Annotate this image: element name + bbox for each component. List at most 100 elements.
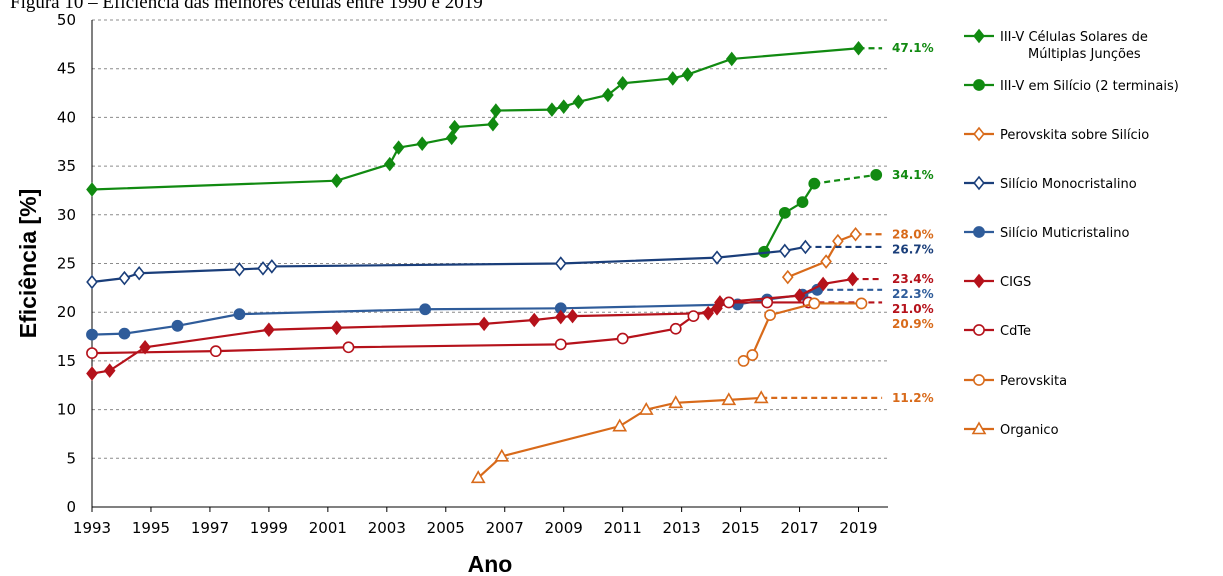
end-value-label: 11.2%	[892, 391, 934, 405]
data-point	[737, 354, 750, 367]
x-tick-label: 1999	[250, 519, 288, 537]
data-point	[849, 226, 862, 242]
data-point	[761, 296, 774, 309]
data-point	[711, 250, 723, 265]
legend-entry: CIGS	[964, 273, 1031, 290]
data-point	[764, 309, 776, 322]
data-point	[448, 119, 461, 135]
x-tick-label: 2019	[839, 519, 877, 537]
data-point	[487, 116, 499, 132]
y-tick-label: 35	[57, 157, 76, 175]
legend-entry: Silício Monocristalino	[964, 175, 1137, 192]
data-point	[722, 296, 735, 309]
end-labels: 47.1% 34.1% 28.0%26.7% 22.3%23.4% 21.0%20.9%…	[892, 41, 934, 405]
data-point	[714, 295, 726, 310]
data-point	[799, 239, 812, 255]
data-point	[416, 136, 429, 151]
x-tick-label: 2003	[368, 519, 406, 537]
x-axis-title: Ano	[468, 551, 513, 576]
x-tick-label: 2009	[545, 519, 583, 537]
data-point	[494, 448, 510, 462]
x-tick-label: 2015	[721, 519, 759, 537]
data-point	[668, 395, 684, 409]
data-point	[687, 310, 700, 322]
legend-entry: Silício Muticristalino	[964, 226, 1130, 241]
data-point	[86, 366, 98, 381]
axes	[91, 20, 888, 512]
data-point	[118, 327, 131, 340]
data-point	[233, 262, 246, 277]
data-point	[572, 94, 585, 110]
data-point	[209, 345, 222, 358]
series-layer	[86, 40, 883, 484]
data-point	[330, 320, 343, 336]
data-point	[808, 297, 821, 310]
data-point	[681, 67, 694, 82]
legend-entry: Organico	[964, 421, 1059, 438]
end-value-label: 23.4%	[892, 272, 934, 286]
series-2	[781, 226, 883, 285]
data-point	[470, 470, 486, 484]
series-5	[86, 271, 883, 381]
x-tick-label: 2011	[604, 519, 642, 537]
data-point	[817, 276, 829, 292]
x-tick-label: 1997	[191, 519, 229, 537]
data-point	[330, 173, 343, 188]
legend-entry: III-V Células Solares de Múltiplas Junçõe…	[964, 28, 1148, 62]
end-value-label: 34.1%	[892, 168, 934, 182]
series-3	[86, 239, 883, 290]
y-tick-label: 50	[57, 11, 76, 29]
data-point	[846, 271, 859, 287]
legend-marker	[973, 324, 985, 336]
legend-marker	[973, 226, 985, 238]
legend-entry: CdTe	[964, 324, 1031, 339]
y-tick-label: 30	[57, 206, 76, 224]
data-point	[612, 418, 628, 432]
legend-label: Múltiplas Junções	[1028, 47, 1141, 62]
data-point	[445, 130, 458, 146]
x-tick-label: 2017	[780, 519, 818, 537]
data-point	[86, 182, 98, 197]
legend-label: III-V em Silício (2 terminais)	[1000, 79, 1179, 94]
data-point	[820, 254, 832, 269]
legend-label: Silício Muticristalino	[1000, 226, 1130, 241]
data-point	[554, 256, 567, 271]
legend-marker	[973, 273, 985, 289]
data-point	[257, 261, 269, 276]
x-tick-label: 1993	[73, 519, 111, 537]
data-point	[669, 322, 682, 335]
data-point	[86, 328, 98, 341]
series-8	[470, 390, 883, 484]
y-tick-label: 5	[66, 449, 76, 467]
series-7	[737, 297, 868, 367]
legend-marker	[973, 126, 985, 142]
tick-labels: 0 5 10 15 20 25 30 35 40 45 50 1993 1995 1997 1999 2001…	[57, 11, 878, 537]
series-line	[787, 233, 856, 279]
data-point	[781, 269, 794, 285]
data-point	[133, 265, 145, 281]
data-point	[870, 168, 883, 181]
series-line	[91, 301, 809, 355]
data-point	[557, 99, 570, 114]
data-point	[266, 259, 278, 274]
y-tick-label: 25	[57, 255, 76, 273]
data-point	[725, 51, 738, 67]
data-point	[638, 401, 654, 415]
legend-marker	[971, 421, 987, 435]
data-point	[602, 87, 614, 103]
end-value-label: 20.9%	[892, 317, 934, 331]
legend-marker	[973, 79, 985, 91]
data-point	[554, 338, 567, 351]
end-value-label: 21.0%	[892, 302, 934, 316]
legend-entry: Perovskita sobre Silício	[964, 126, 1149, 143]
legend-label: CIGS	[1000, 275, 1031, 290]
legend-label: Perovskita sobre Silício	[1000, 128, 1149, 143]
data-point	[554, 309, 567, 325]
grid-lines	[92, 19, 888, 459]
data-point	[852, 40, 865, 56]
legend-marker	[973, 28, 985, 44]
legend: III-V Células Solares de Múltiplas Junçõe…	[964, 28, 1179, 438]
x-tick-label: 2013	[663, 519, 701, 537]
data-point	[746, 349, 759, 361]
data-point	[419, 303, 432, 316]
